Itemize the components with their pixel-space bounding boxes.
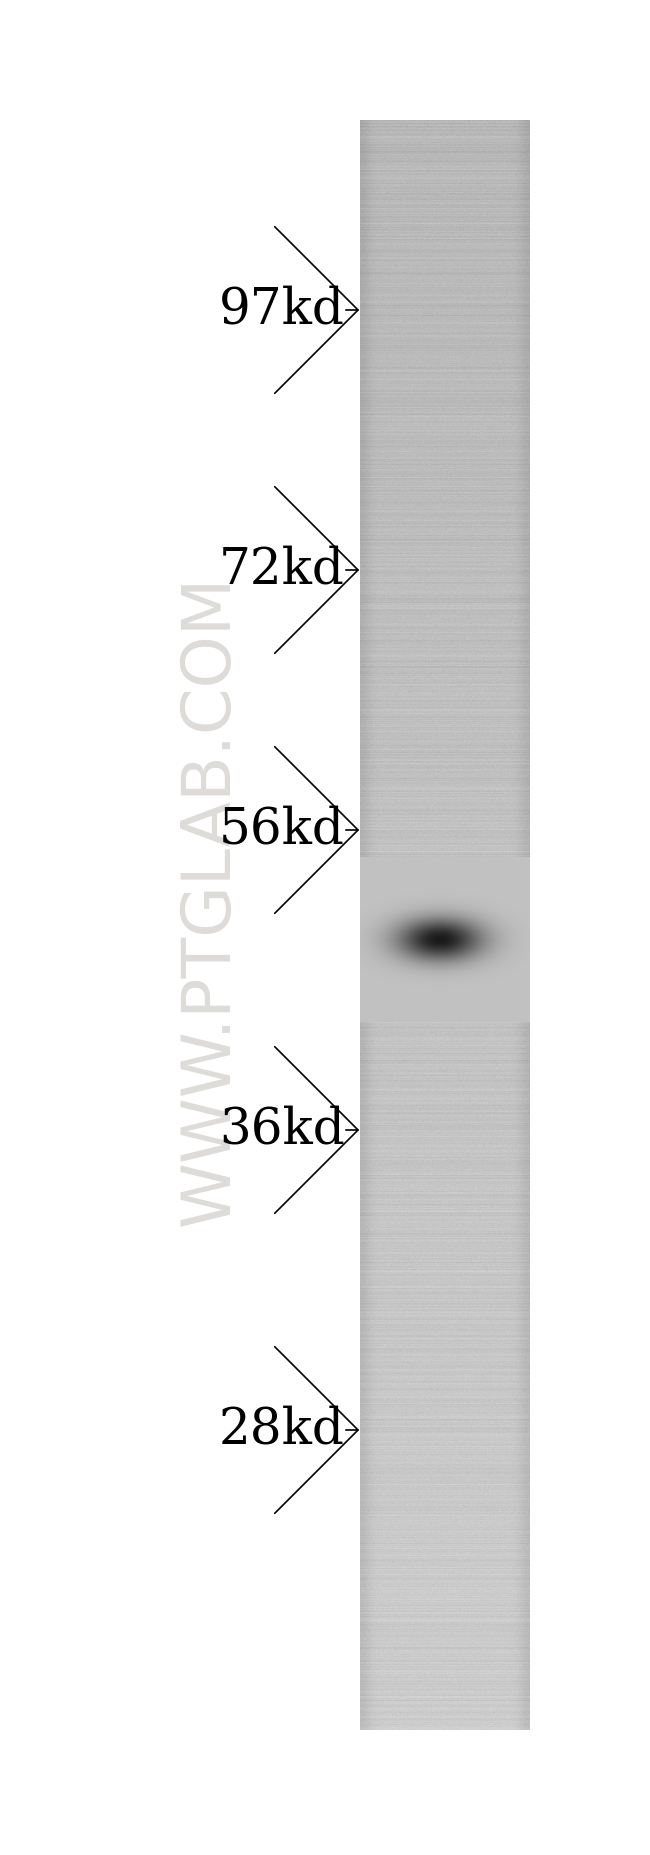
Text: 56kd: 56kd <box>219 805 345 855</box>
Text: WWW.PTGLAB.COM: WWW.PTGLAB.COM <box>177 575 243 1226</box>
Text: 97kd: 97kd <box>219 286 345 334</box>
Text: 36kd: 36kd <box>219 1106 345 1154</box>
Text: 28kd: 28kd <box>219 1406 345 1454</box>
Text: 72kd: 72kd <box>219 545 345 595</box>
